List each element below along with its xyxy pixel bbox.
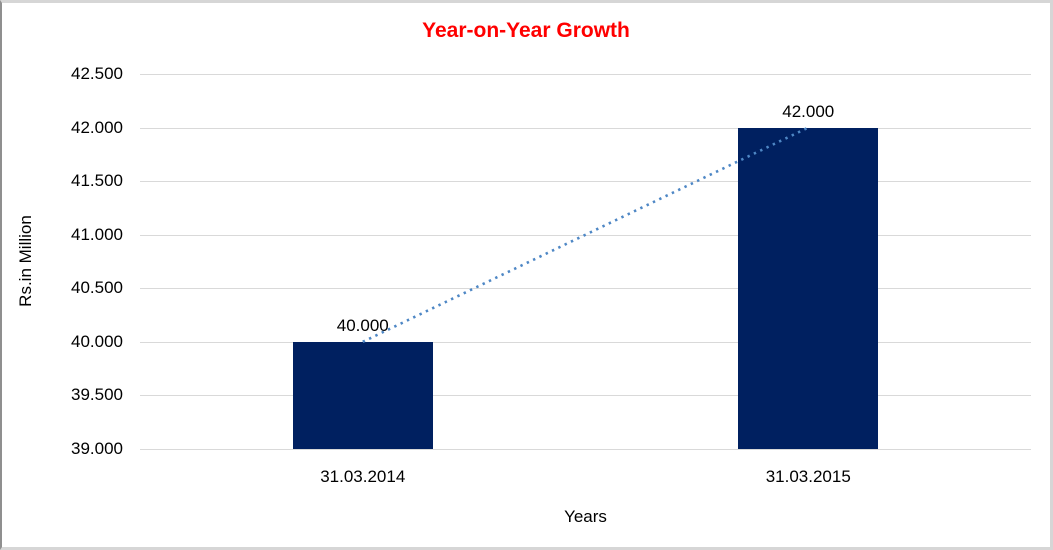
gridline xyxy=(140,181,1031,183)
gridline xyxy=(140,74,1031,75)
trendline xyxy=(362,126,809,344)
gridline xyxy=(140,449,1031,450)
gridline xyxy=(140,234,1031,236)
y-axis-tick-label: 40.000 xyxy=(71,331,123,351)
bar-data-label: 40.000 xyxy=(336,315,389,335)
y-axis-title: Rs.in Million xyxy=(16,215,35,307)
y-axis-tick-label: 42.000 xyxy=(71,117,123,137)
bar xyxy=(292,341,433,449)
gridline xyxy=(140,341,1031,343)
x-axis-category-label: 31.03.2015 xyxy=(765,467,851,486)
y-axis-tick-label: 41.000 xyxy=(71,224,123,244)
y-axis-tick-label: 42.500 xyxy=(71,64,123,83)
y-axis-tick-label: 39.000 xyxy=(71,439,123,458)
x-axis-title: Years xyxy=(564,507,607,526)
gridline xyxy=(140,395,1031,397)
bar xyxy=(738,127,879,449)
bar-data-label: 42.000 xyxy=(782,101,835,121)
y-axis-tick-label: 40.500 xyxy=(71,278,123,298)
x-axis-category-label: 31.03.2014 xyxy=(320,467,406,486)
gridline xyxy=(140,127,1031,129)
y-axis-tick-label: 39.500 xyxy=(71,385,123,405)
gridline xyxy=(140,288,1031,290)
chart-title: Year-on-Year Growth xyxy=(422,19,630,42)
y-axis-tick-label: 41.500 xyxy=(71,171,123,191)
